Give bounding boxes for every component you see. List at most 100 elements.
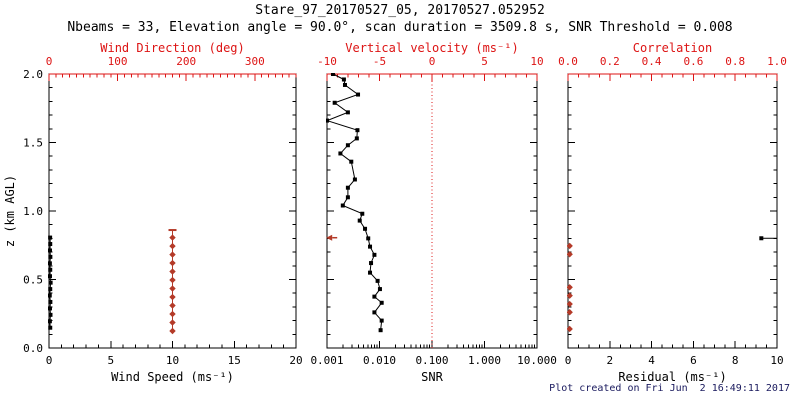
data-point-marker bbox=[48, 325, 53, 330]
data-point-marker bbox=[169, 268, 176, 275]
data-point-marker bbox=[169, 285, 176, 292]
data-point-marker bbox=[372, 310, 377, 315]
data-point-marker bbox=[169, 327, 176, 335]
data-point-marker bbox=[366, 236, 371, 241]
data-point-marker bbox=[48, 254, 53, 259]
data-point-marker bbox=[340, 203, 345, 208]
data-point-marker bbox=[338, 151, 343, 156]
data-point-marker bbox=[567, 325, 573, 333]
data-point-marker bbox=[345, 185, 350, 190]
data-point-marker bbox=[169, 276, 176, 284]
axis-text: SNR bbox=[421, 370, 443, 384]
data-point-marker bbox=[326, 118, 329, 123]
data-point-marker bbox=[48, 299, 53, 304]
data-point-marker bbox=[368, 270, 373, 275]
axis-text: Vertical velocity (ms⁻¹) bbox=[345, 41, 518, 55]
data-point-marker bbox=[48, 267, 53, 272]
data-point-marker bbox=[169, 242, 176, 250]
series-wind-speed bbox=[48, 235, 53, 330]
axis-text: 0 bbox=[46, 55, 53, 68]
axis-text: 100 bbox=[108, 55, 128, 68]
data-point-marker bbox=[169, 234, 176, 241]
axis-text: 0.6 bbox=[683, 55, 703, 68]
data-point-marker bbox=[341, 77, 346, 82]
axis-text: 0.001 bbox=[310, 354, 343, 367]
axis-text: 10.000 bbox=[517, 354, 557, 367]
axis-text: 10 bbox=[166, 354, 179, 367]
axis-text: 1.0 bbox=[767, 55, 787, 68]
axis-text: 2.0 bbox=[23, 68, 43, 81]
data-point-marker bbox=[567, 251, 573, 258]
data-point-marker bbox=[169, 293, 176, 301]
axis-text: 0.0 bbox=[558, 55, 578, 68]
data-point-marker bbox=[345, 143, 350, 148]
data-point-marker bbox=[48, 287, 53, 292]
series-residual bbox=[759, 236, 777, 241]
data-point-marker bbox=[169, 310, 176, 318]
data-point-marker bbox=[372, 294, 377, 299]
axis-text: 2 bbox=[606, 354, 613, 367]
plot-title: Stare_97_20170527_05, 20170527.052952 bbox=[255, 3, 545, 18]
data-point-marker bbox=[48, 242, 53, 247]
data-point-marker bbox=[567, 309, 573, 316]
data-point-marker bbox=[48, 306, 52, 311]
plot-box bbox=[567, 73, 778, 349]
axis-text: 8 bbox=[732, 354, 739, 367]
data-point-marker bbox=[759, 236, 764, 241]
data-point-marker bbox=[377, 287, 382, 292]
data-point-marker bbox=[169, 251, 176, 258]
snr-panel: 0.001 0.010 0.100 1.000 10.000 SNR -10 -5 0 5 10 Ve… bbox=[310, 41, 556, 384]
data-point-marker bbox=[48, 274, 52, 279]
axis-text: 200 bbox=[176, 55, 196, 68]
data-point-marker bbox=[349, 159, 354, 164]
axis-text: 5 bbox=[481, 55, 488, 68]
data-point-marker bbox=[567, 284, 573, 291]
axis-text: Wind Direction (deg) bbox=[100, 41, 245, 55]
data-point-marker bbox=[369, 261, 374, 266]
axis-text: 0.4 bbox=[642, 55, 662, 68]
data-point-marker bbox=[48, 319, 52, 324]
data-point-marker bbox=[567, 292, 573, 299]
axis-text: 10 bbox=[770, 354, 783, 367]
wind-panel: 0.0 0.5 1.0 1.5 2.0 z (km AGL) 0 5 10 15 20 Wind Sp… bbox=[3, 41, 303, 384]
axis-text: 0.8 bbox=[725, 55, 745, 68]
axis-text: 1.000 bbox=[468, 354, 501, 367]
axis-text: 6 bbox=[690, 354, 697, 367]
data-point-marker bbox=[169, 259, 176, 267]
axis-text: 0.010 bbox=[363, 354, 396, 367]
data-point-marker bbox=[567, 300, 573, 308]
axis-text: 0.2 bbox=[600, 55, 620, 68]
data-point-marker bbox=[375, 278, 380, 283]
data-point-marker bbox=[48, 312, 53, 317]
data-point-marker bbox=[48, 248, 52, 253]
axis-text: 300 bbox=[245, 55, 265, 68]
data-point-marker bbox=[169, 302, 176, 309]
axis-text: 0 bbox=[46, 354, 53, 367]
axis-text: -5 bbox=[373, 55, 386, 68]
series-wind-direction bbox=[168, 229, 177, 335]
axis-text: -10 bbox=[317, 55, 337, 68]
data-point-marker bbox=[330, 73, 335, 76]
data-point-marker bbox=[355, 128, 360, 133]
offscale-arrow-marker bbox=[326, 234, 333, 241]
data-point-marker bbox=[379, 318, 384, 323]
plot-created-timestamp: Plot created on Fri Jun 2 16:49:11 2017 bbox=[549, 383, 790, 394]
data-point-marker bbox=[342, 82, 347, 87]
series-snr bbox=[326, 73, 384, 333]
data-point-marker bbox=[345, 195, 350, 200]
axis-text: 0 bbox=[429, 55, 436, 68]
data-point-marker bbox=[48, 235, 53, 240]
axis-text: 0.0 bbox=[23, 342, 43, 355]
axis-text: 1.0 bbox=[23, 205, 43, 218]
data-point-marker bbox=[356, 92, 361, 97]
data-point-marker bbox=[378, 328, 383, 333]
data-point-marker bbox=[372, 252, 377, 257]
axis-text: Residual (ms⁻¹) bbox=[618, 370, 726, 384]
axis-text: Wind Speed (ms⁻¹) bbox=[111, 370, 234, 384]
axis-text: 10 bbox=[530, 55, 543, 68]
series-correlation bbox=[567, 242, 573, 333]
data-point-marker bbox=[368, 244, 373, 249]
axis-text: z (km AGL) bbox=[3, 175, 17, 247]
plot-subtitle: Nbeams = 33, Elevation angle = 90.0°, sc… bbox=[67, 20, 733, 35]
